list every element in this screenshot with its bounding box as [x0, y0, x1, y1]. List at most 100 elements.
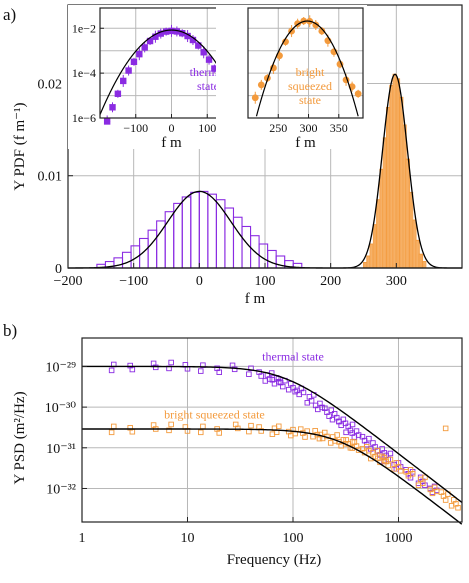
- y-tick-label: 10⁻³¹: [46, 442, 76, 457]
- data-point-squeezed: [302, 434, 308, 440]
- x-tick-label: 10: [180, 531, 194, 546]
- y-axis-label: Y PSD (m²/Hz): [12, 391, 28, 484]
- histogram-bar-1: [409, 191, 414, 269]
- histogram-bar-0: [173, 202, 183, 269]
- histogram-bar-1: [405, 158, 410, 269]
- histogram-bar-1: [376, 199, 381, 269]
- data-point-squeezed: [216, 430, 223, 436]
- data-point-thermal: [366, 435, 372, 442]
- y-tick-label: 1e−6: [72, 111, 96, 125]
- data-point-squeezed: [111, 423, 117, 430]
- data-point-squeezed: [374, 447, 380, 454]
- histogram-bar-0: [181, 196, 192, 269]
- histogram-bar-0: [147, 229, 158, 269]
- data-point-squeezed: [381, 457, 388, 464]
- histogram-bar-1: [389, 84, 394, 269]
- data-point: [251, 94, 259, 102]
- histogram-bar-1: [418, 253, 424, 269]
- data-point-thermal: [108, 367, 115, 374]
- y-tick-label: 0.02: [38, 77, 63, 92]
- data-point-thermal: [198, 368, 204, 374]
- histogram-bar-0: [207, 193, 217, 269]
- data-point: [211, 65, 218, 72]
- data-point-squeezed: [168, 421, 174, 428]
- y-tick-label: 1e−4: [72, 66, 96, 80]
- data-point-thermal: [216, 369, 223, 375]
- histogram-bar-1: [369, 243, 374, 269]
- histogram-bar-1: [379, 168, 384, 269]
- annotation-line: bright: [296, 65, 325, 79]
- histogram-bar-1: [422, 261, 427, 269]
- x-tick-label: 200: [320, 274, 341, 289]
- histogram-bar-1: [366, 255, 371, 269]
- data-point: [114, 90, 122, 97]
- histogram-bar-0: [224, 207, 235, 269]
- fit-curve-0: [82, 365, 463, 503]
- data-point: [103, 118, 111, 125]
- data-point-thermal: [319, 404, 325, 411]
- fit-curve-1: [82, 428, 463, 525]
- data-point: [141, 44, 148, 51]
- data-point-thermal: [387, 450, 394, 457]
- data-point: [162, 28, 170, 35]
- data-point-thermal: [349, 421, 356, 428]
- histogram-bar-1: [372, 224, 378, 269]
- histogram-bar-0: [232, 216, 243, 269]
- y-tick-label: 0: [55, 262, 62, 277]
- data-point: [282, 38, 289, 46]
- data-point-thermal: [258, 373, 264, 379]
- x-tick-label: 250: [269, 121, 287, 135]
- data-point-squeezed: [166, 427, 172, 434]
- data-point-squeezed: [422, 474, 428, 481]
- annotation-line: state: [197, 79, 219, 93]
- x-axis-label: Frequency (Hz): [227, 552, 322, 568]
- data-point: [157, 30, 164, 37]
- data-point: [125, 67, 132, 74]
- data-point: [120, 77, 127, 85]
- x-tick-label: 0: [196, 274, 203, 289]
- annotation-line: squeezed: [288, 79, 332, 93]
- data-point-thermal: [129, 366, 136, 373]
- x-axis-label: f m: [245, 291, 266, 307]
- histogram-bar-1: [402, 124, 407, 269]
- data-point-thermal: [342, 420, 349, 427]
- data-point: [136, 50, 143, 58]
- histogram-bar-1: [392, 73, 397, 269]
- data-point-squeezed: [420, 480, 426, 487]
- annotation-line: state: [299, 93, 321, 107]
- data-point: [189, 36, 197, 44]
- data-point: [257, 81, 265, 89]
- data-point-squeezed: [198, 429, 204, 436]
- data-point-squeezed: [258, 428, 264, 434]
- histogram-bar-0: [113, 257, 124, 269]
- data-point-squeezed: [235, 425, 241, 432]
- panel-a: −200 −100 0 100 200 300 0 0.01 0.02 f m Y PDF (f m…: [3, 4, 463, 307]
- data-point: [152, 33, 159, 40]
- data-point-thermal: [246, 371, 252, 377]
- x-tick-label: 300: [300, 121, 318, 135]
- histogram-bar-0: [241, 225, 252, 269]
- data-point-thermal: [326, 413, 332, 419]
- histogram-bar-0: [121, 251, 132, 269]
- histogram-bar-0: [139, 237, 149, 269]
- histogram-bar-1: [415, 239, 420, 269]
- y-tick-label: 0.01: [38, 170, 63, 185]
- data-point-squeezed: [276, 423, 282, 430]
- data-point: [168, 27, 175, 35]
- panel-label: b): [3, 321, 17, 340]
- data-point-thermal: [231, 366, 238, 373]
- histogram-bar-1: [399, 96, 404, 269]
- data-point-squeezed: [316, 435, 323, 442]
- x-tick-label: −200: [54, 274, 83, 289]
- x-tick-label: 300: [386, 274, 407, 289]
- series-label-thermal: thermal state: [262, 349, 324, 363]
- histogram-bar-1: [395, 78, 401, 269]
- panel-b: 1 10 100 1000 10⁻³² 10⁻³¹ 10⁻³⁰ 10⁻²⁹ thermal st…: [3, 321, 463, 568]
- histogram-bar-1: [363, 262, 368, 269]
- data-point: [200, 49, 207, 56]
- y-tick-label: 10⁻³²: [46, 482, 76, 497]
- data-point-thermal: [168, 359, 174, 366]
- data-point: [146, 37, 154, 45]
- data-point-squeezed: [409, 471, 416, 477]
